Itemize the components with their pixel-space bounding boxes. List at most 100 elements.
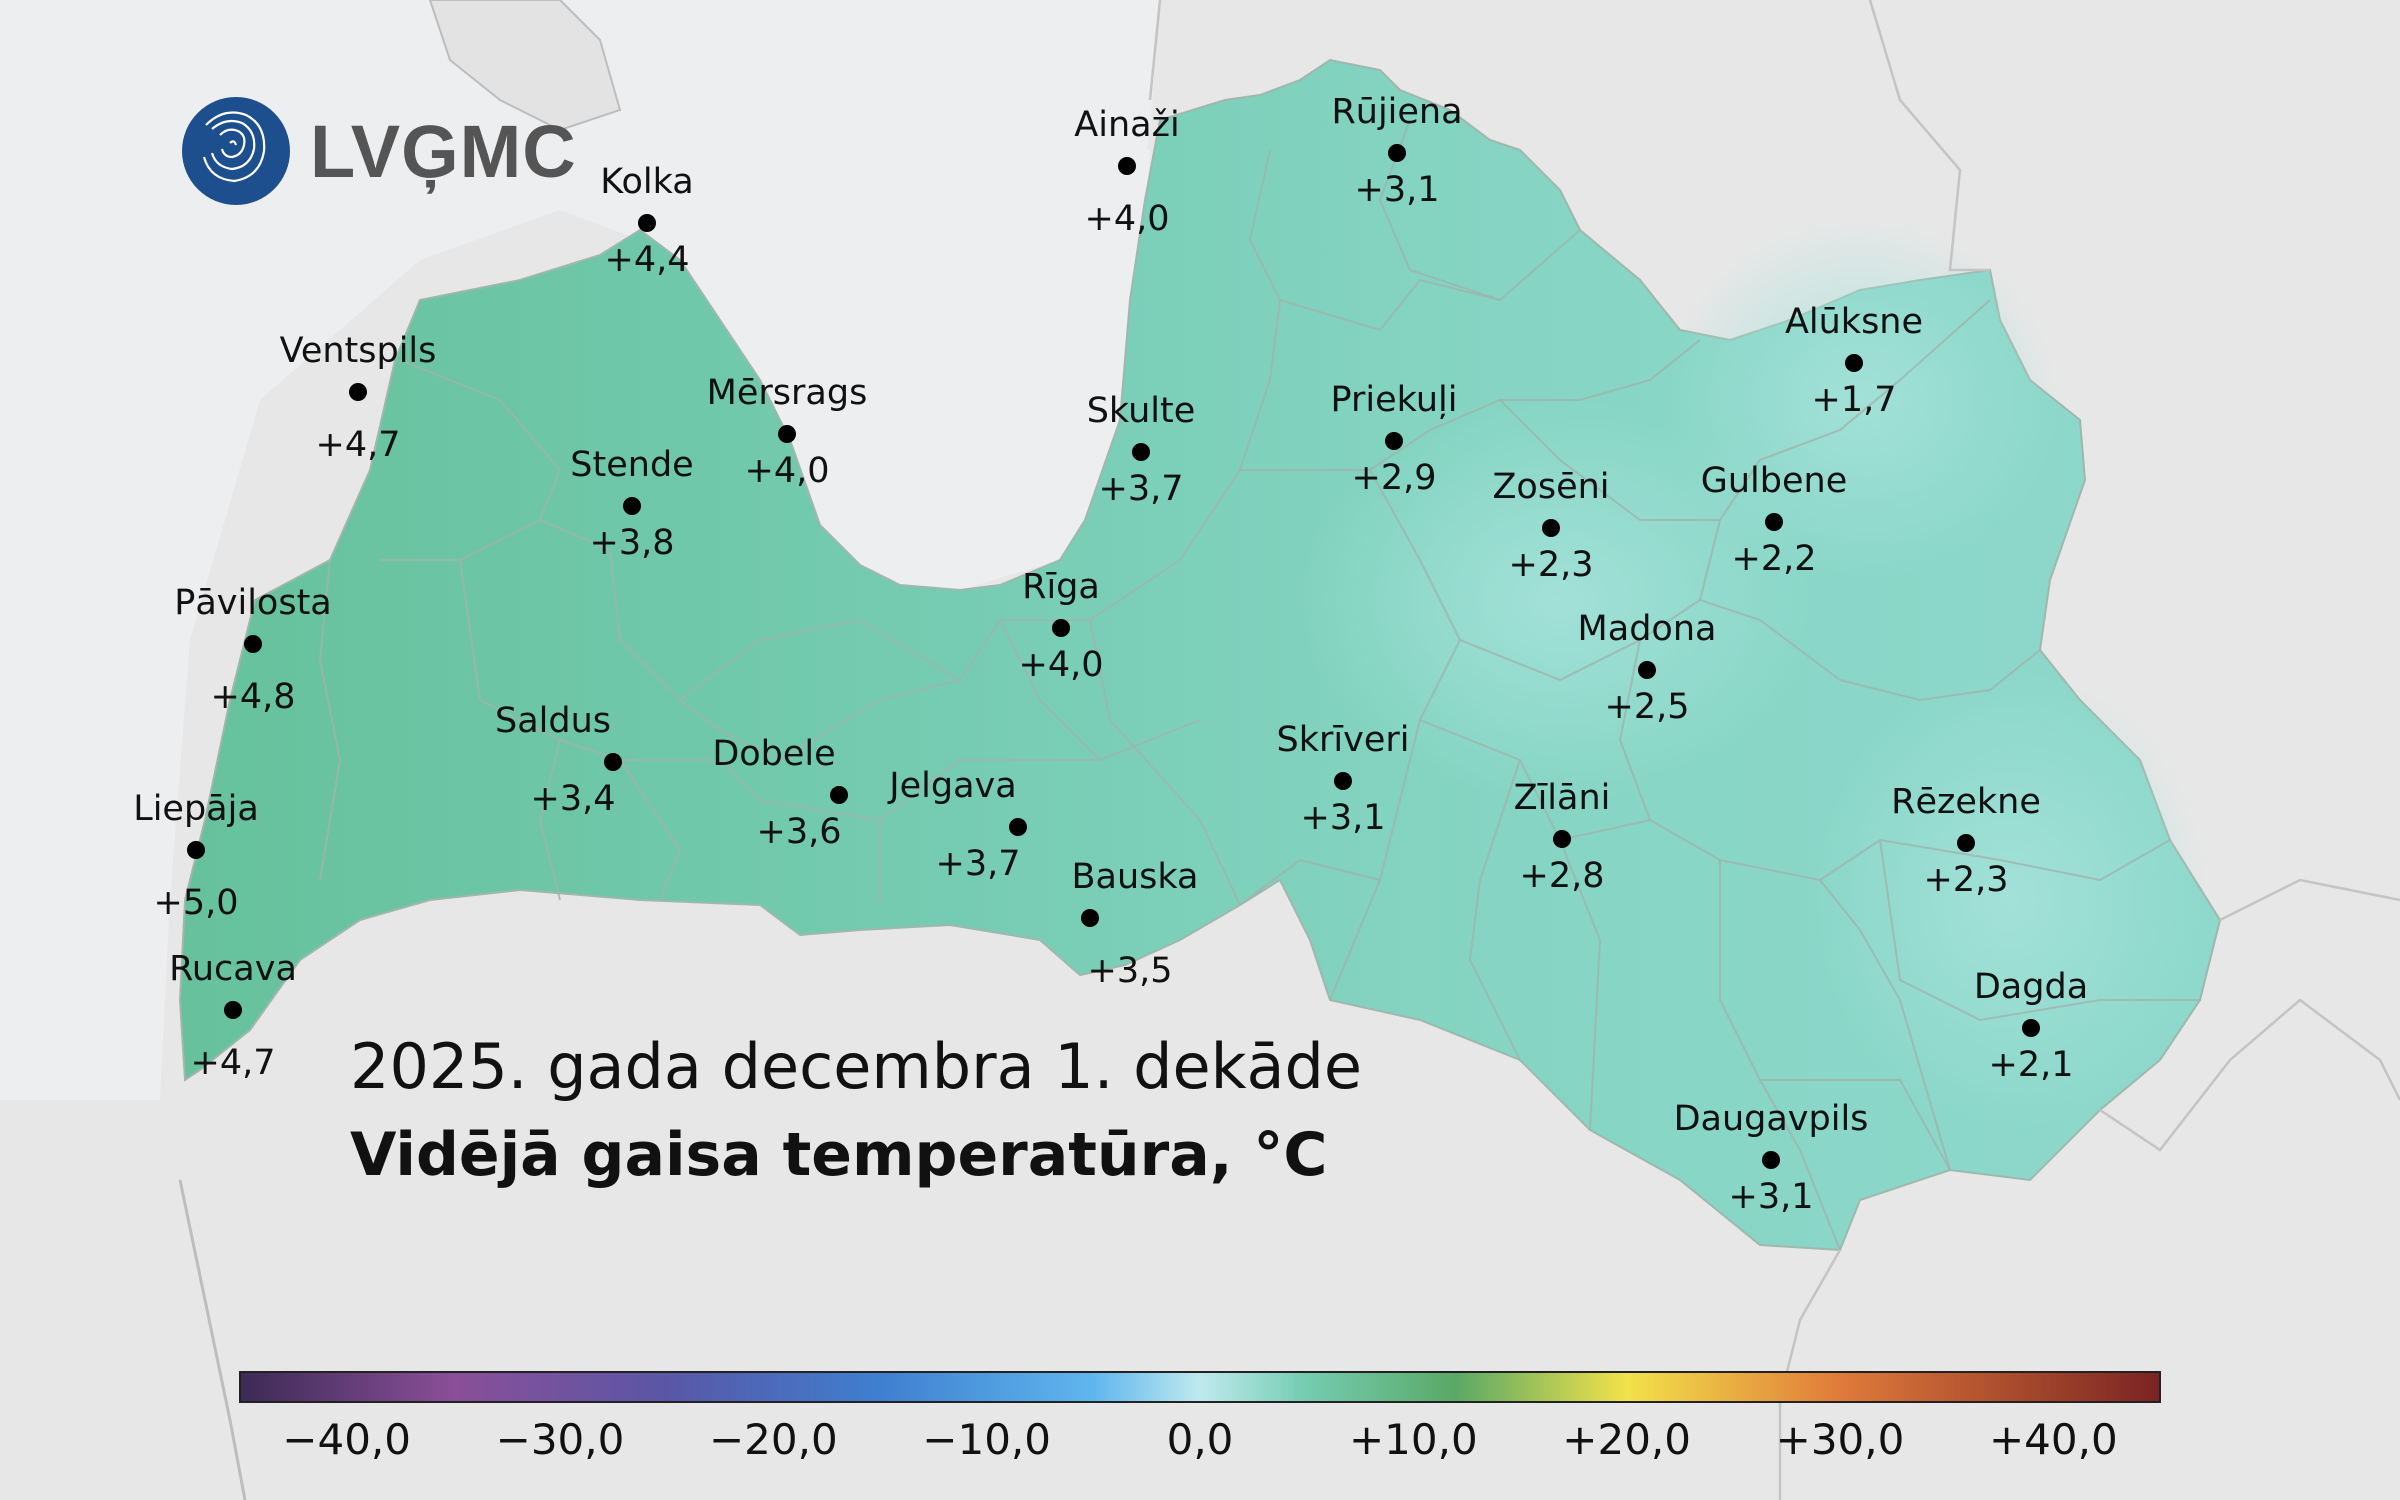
- station-daugavpils: Daugavpils +3,1: [1674, 1099, 1869, 1217]
- station-value: +2,8: [1520, 856, 1605, 896]
- station-name: Dagda: [1974, 967, 2088, 1007]
- scale-tick-label: +20,0: [1562, 1415, 1692, 1464]
- station-name: Kolka: [600, 162, 693, 202]
- station-dot: [349, 383, 367, 401]
- station-value: +4,0: [1019, 645, 1104, 685]
- station-jelgava: Jelgava +3,7: [887, 766, 1027, 884]
- stations-layer: Kolka +4,4 Ventspils +4,7 Mērsrags +4,0 Stende…: [133, 92, 2088, 1217]
- station-priekuļi: Priekuļi +2,9: [1331, 380, 1458, 498]
- station-value: +4,7: [191, 1043, 276, 1083]
- station-value: +3,7: [936, 844, 1021, 884]
- station-dot: [1638, 661, 1656, 679]
- station-dobele: Dobele +3,6: [712, 734, 848, 852]
- station-dot: [244, 635, 262, 653]
- scale-tick-label: +30,0: [1775, 1415, 1905, 1464]
- station-dot: [1385, 432, 1403, 450]
- station-ainaži: Ainaži +4,0: [1074, 105, 1179, 239]
- station-dot: [1845, 354, 1863, 372]
- neighbour-borders: [1148, 0, 2400, 1500]
- scale-tick-label: +10,0: [1348, 1415, 1478, 1464]
- lvgmc-waves-logo-icon: [182, 97, 290, 205]
- station-dagda: Dagda +2,1: [1974, 967, 2088, 1085]
- station-dot: [1762, 1151, 1780, 1169]
- station-dot: [2022, 1019, 2040, 1037]
- station-dot: [1553, 830, 1571, 848]
- station-dot: [1957, 834, 1975, 852]
- station-dot: [187, 841, 205, 859]
- station-dot: [1081, 909, 1099, 927]
- station-value: +2,9: [1352, 458, 1437, 498]
- station-dot: [1334, 772, 1352, 790]
- station-value: +2,2: [1732, 539, 1817, 579]
- map-period: 2025. gada decembra 1. dekāde: [350, 1030, 1363, 1103]
- station-name: Pāvilosta: [174, 583, 332, 623]
- station-value: +3,1: [1301, 798, 1386, 838]
- station-value: +2,5: [1605, 687, 1690, 727]
- gulf-of-riga: [640, 140, 1150, 590]
- station-dot: [224, 1001, 242, 1019]
- station-name: Rūjiena: [1331, 92, 1462, 132]
- scale-tick-label: −20,0: [708, 1415, 838, 1464]
- station-dot: [830, 786, 848, 804]
- station-dot: [623, 497, 641, 515]
- station-rēzekne: Rēzekne +2,3: [1891, 782, 2041, 900]
- saaremaa-island: [428, 0, 622, 132]
- station-name: Saldus: [495, 701, 611, 741]
- station-dot: [1765, 513, 1783, 531]
- station-dot: [1118, 157, 1136, 175]
- logo-text: LVĢMC: [310, 109, 577, 193]
- station-dot: [1542, 519, 1560, 537]
- station-value: +3,1: [1355, 170, 1440, 210]
- station-zosēni: Zosēni +2,3: [1492, 467, 1609, 585]
- station-value: +2,3: [1509, 545, 1594, 585]
- station-skulte: Skulte +3,7: [1087, 391, 1196, 509]
- station-name: Stende: [570, 445, 693, 485]
- station-name: Skrīveri: [1277, 720, 1410, 760]
- station-gulbene: Gulbene +2,2: [1701, 461, 1848, 579]
- station-dot: [1132, 443, 1150, 461]
- cool-area-latgale: [1810, 670, 2210, 1130]
- station-name: Daugavpils: [1674, 1099, 1869, 1139]
- station-alūksne: Alūksne +1,7: [1785, 302, 1923, 420]
- station-name: Rucava: [169, 949, 297, 989]
- color-scale-bar: [239, 1371, 2161, 1403]
- station-liepāja: Liepāja +5,0: [133, 789, 259, 923]
- station-value: +2,3: [1924, 860, 2009, 900]
- station-value: +4,8: [211, 677, 296, 717]
- station-value: +3,5: [1088, 951, 1173, 991]
- scale-tick-label: −10,0: [922, 1415, 1052, 1464]
- station-value: +4,0: [745, 451, 830, 491]
- scale-tick-label: −30,0: [495, 1415, 625, 1464]
- station-dot: [638, 214, 656, 232]
- station-value: +3,6: [757, 812, 842, 852]
- station-value: +1,7: [1812, 380, 1897, 420]
- station-stende: Stende +3,8: [570, 445, 693, 563]
- scale-tick-label: +40,0: [1988, 1415, 2118, 1464]
- station-name: Zosēni: [1492, 467, 1609, 507]
- scale-tick-label: −40,0: [282, 1415, 412, 1464]
- station-name: Rīga: [1022, 567, 1100, 607]
- municipal-borders: [318, 119, 2200, 1251]
- station-name: Ventspils: [280, 331, 437, 371]
- station-name: Alūksne: [1785, 302, 1923, 342]
- station-value: +4,4: [605, 240, 690, 280]
- station-mērsrags: Mērsrags +4,0: [707, 373, 868, 491]
- station-dot: [1388, 144, 1406, 162]
- station-value: +2,1: [1989, 1045, 2074, 1085]
- station-name: Liepāja: [133, 789, 259, 829]
- curonian-spit: [178, 1179, 247, 1500]
- station-value: +4,7: [316, 425, 401, 465]
- station-value: +3,7: [1099, 469, 1184, 509]
- station-saldus: Saldus +3,4: [495, 701, 622, 819]
- station-value: +3,8: [590, 523, 675, 563]
- station-dot: [1009, 818, 1027, 836]
- station-rīga: Rīga +4,0: [1019, 567, 1104, 685]
- station-name: Priekuļi: [1331, 380, 1458, 420]
- lvgmc-logo: LVĢMC: [180, 95, 577, 207]
- color-scale-labels: −40,0 −30,0 −20,0 −10,0 0,0 +10,0 +20,0 +30,0 +4…: [240, 1415, 2160, 1475]
- station-name: Dobele: [712, 734, 835, 774]
- station-name: Madona: [1578, 609, 1717, 649]
- station-name: Gulbene: [1701, 461, 1848, 501]
- station-zīlāni: Zīlāni +2,8: [1514, 778, 1611, 896]
